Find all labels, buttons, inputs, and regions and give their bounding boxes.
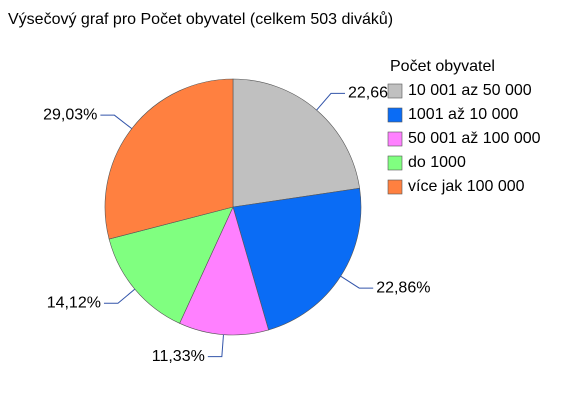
legend-swatch bbox=[387, 83, 403, 99]
chart-title: Výsečový graf pro Počet obyvatel (celkem… bbox=[8, 10, 393, 28]
legend-swatch bbox=[387, 107, 403, 123]
data-label: 14,12% bbox=[47, 294, 101, 311]
pie-slice bbox=[108, 206, 234, 324]
legend-title: Počet obyvatel bbox=[390, 58, 495, 75]
legend-swatch bbox=[387, 179, 403, 195]
pie-slice bbox=[232, 187, 362, 331]
legend-label: 10 001 az 50 000 bbox=[408, 82, 532, 99]
legend-label: 50 001 až 100 000 bbox=[408, 130, 541, 147]
leader-line bbox=[316, 92, 345, 111]
data-label: 22,86% bbox=[376, 279, 430, 296]
legend-swatch bbox=[387, 155, 403, 171]
data-label: 11,33% bbox=[152, 348, 205, 365]
leader-line bbox=[340, 275, 374, 289]
legend-label: 1001 až 10 000 bbox=[408, 106, 518, 123]
leader-line bbox=[207, 334, 224, 358]
pie-slice bbox=[179, 206, 269, 336]
leader-line bbox=[103, 288, 136, 304]
legend-label: více jak 100 000 bbox=[408, 178, 525, 195]
legend-label: do 1000 bbox=[408, 154, 466, 171]
legend-swatch bbox=[387, 131, 403, 147]
leader-line bbox=[100, 114, 133, 130]
data-label: 29,03% bbox=[43, 106, 97, 123]
pie-slice bbox=[104, 78, 234, 240]
